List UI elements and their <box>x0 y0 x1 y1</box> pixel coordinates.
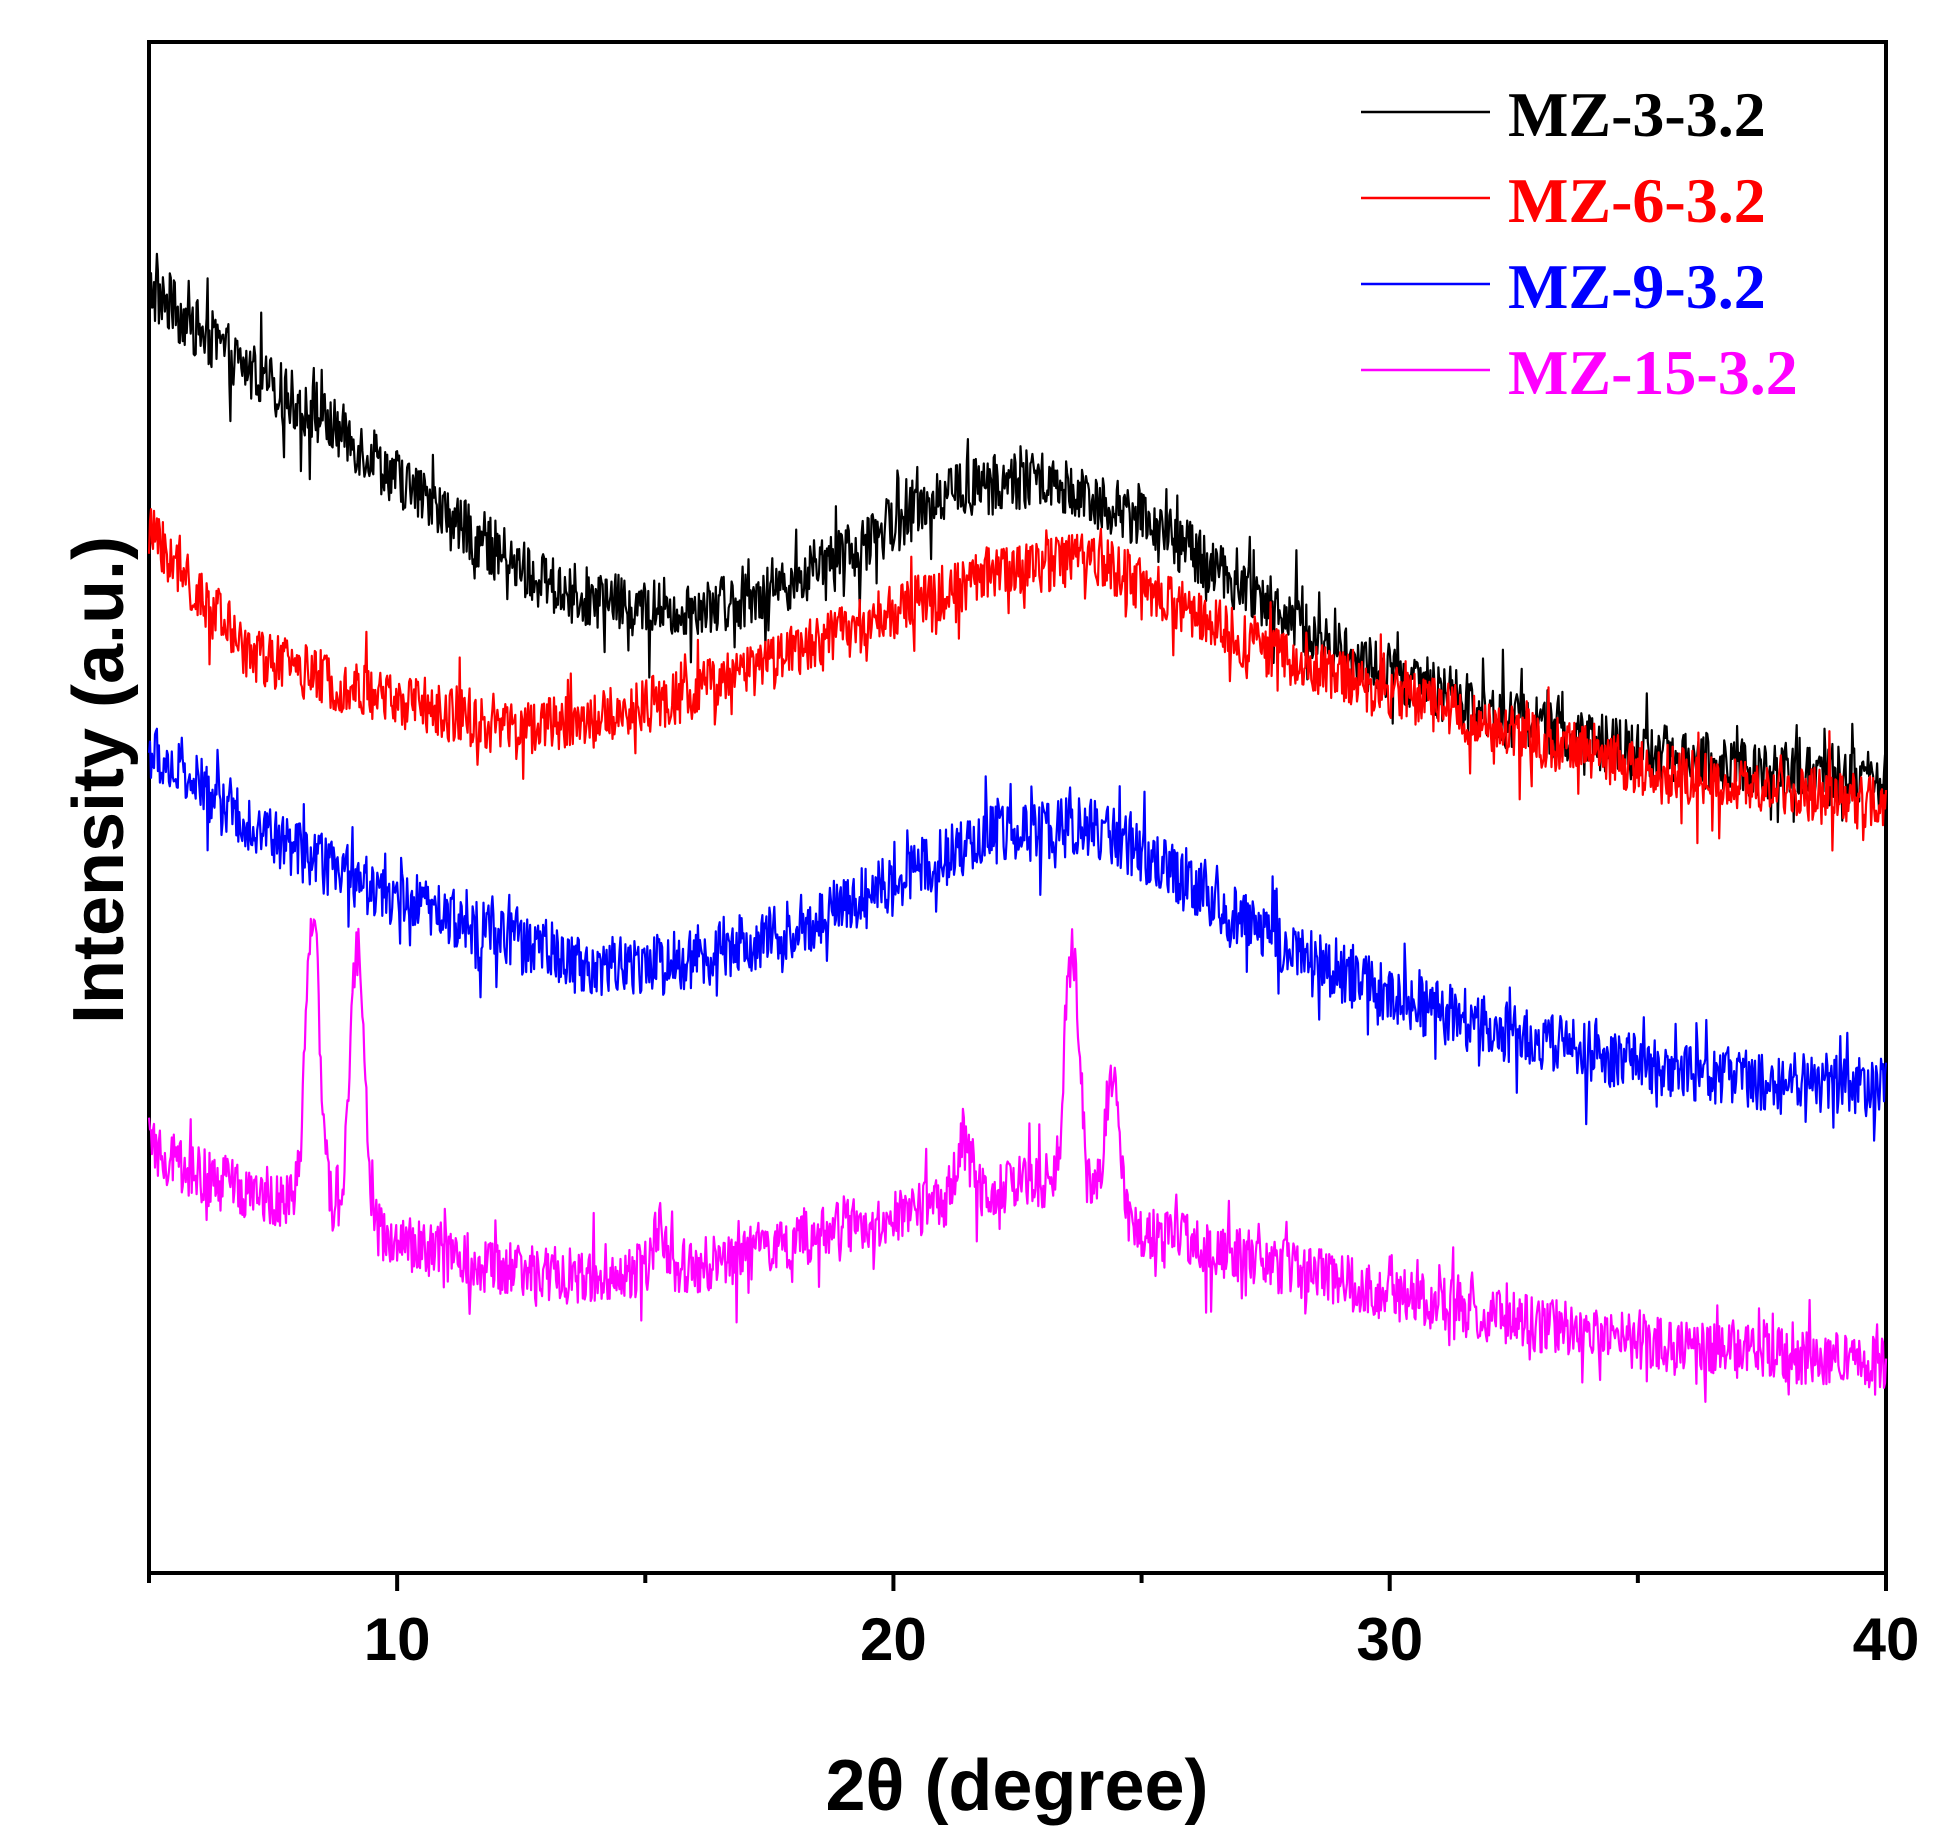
x-axis-tick-labels: 10 20 30 40 <box>364 1606 1920 1673</box>
legend: MZ-3-3.2 MZ-6-3.2 MZ-9-3.2 MZ-15-3.2 <box>1361 79 1798 408</box>
legend-label-mz-15-3.2: MZ-15-3.2 <box>1508 337 1798 408</box>
series-line-mz-6-3.2 <box>147 508 1888 852</box>
y-axis-title: Intensity (a.u.) <box>59 536 139 1024</box>
legend-label-mz-6-3.2: MZ-6-3.2 <box>1508 165 1766 236</box>
x-tick-label-30: 30 <box>1356 1606 1423 1673</box>
legend-label-mz-9-3.2: MZ-9-3.2 <box>1508 251 1766 322</box>
series-line-mz-9-3.2 <box>147 727 1888 1142</box>
x-tick-label-20: 20 <box>860 1606 927 1673</box>
x-tick-label-40: 40 <box>1853 1606 1920 1673</box>
legend-label-mz-3-3.2: MZ-3-3.2 <box>1508 79 1766 150</box>
series-layer <box>147 252 1888 1403</box>
series-line-mz-15-3.2 <box>147 917 1888 1403</box>
x-axis-ticks <box>147 1573 1888 1591</box>
x-axis-title: 2θ (degree) <box>825 1746 1208 1826</box>
x-tick-label-10: 10 <box>364 1606 431 1673</box>
